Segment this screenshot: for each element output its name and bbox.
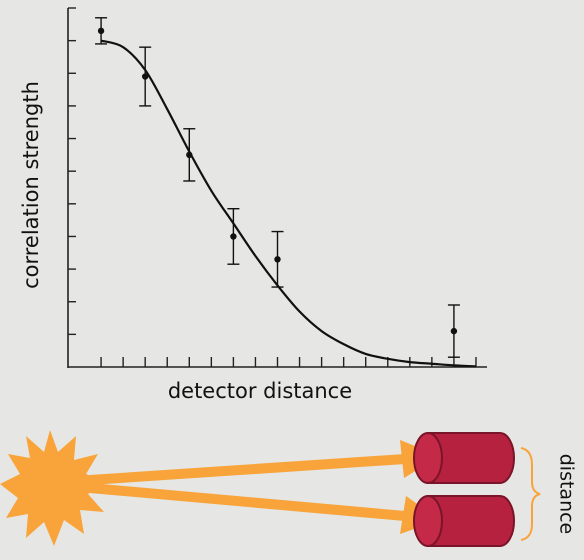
y-axis-label: correlation strength: [19, 81, 43, 289]
fit-curve: [100, 39, 477, 368]
detector: [413, 495, 515, 547]
detector: [413, 432, 515, 484]
data-point: [141, 73, 149, 80]
brace: [520, 447, 541, 541]
x-axis-label: detector distance: [168, 379, 352, 403]
data-point: [230, 233, 237, 240]
arrows: [89, 454, 406, 521]
data-point: [97, 27, 105, 35]
data-point: [450, 327, 458, 335]
data-point: [274, 256, 281, 263]
diagram: distance: [0, 430, 578, 547]
distance-label: distance: [556, 454, 578, 535]
light-source: [0, 430, 108, 546]
